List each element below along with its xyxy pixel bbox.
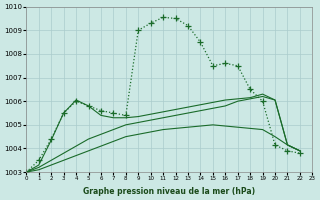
X-axis label: Graphe pression niveau de la mer (hPa): Graphe pression niveau de la mer (hPa) — [83, 187, 255, 196]
